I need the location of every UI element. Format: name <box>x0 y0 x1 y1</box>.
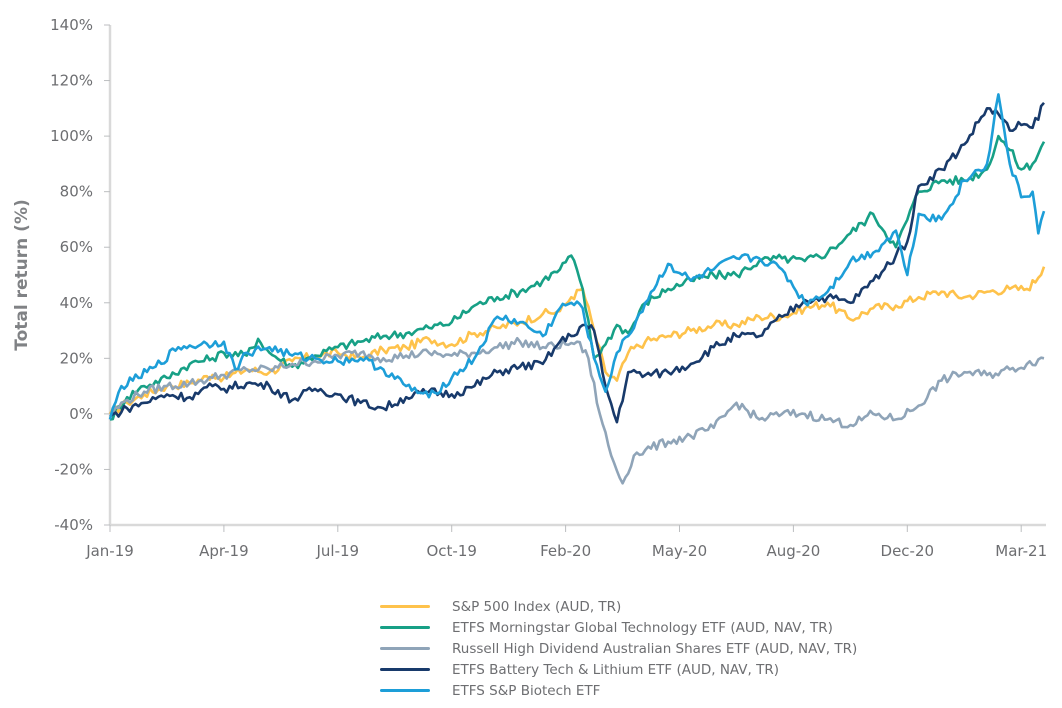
x-tick-labels: Jan-19 Apr-19 Jul-19 Oct-19 Feb-20 May-2… <box>85 542 1047 560</box>
x-tick-label: Jan-19 <box>85 542 134 560</box>
series-line-russell-high-dividend <box>109 336 1045 485</box>
x-tick-label: Mar-21 <box>995 542 1047 560</box>
series-line-sp-biotech <box>108 93 1046 420</box>
y-tick-marks <box>104 24 110 526</box>
legend-swatch <box>380 647 430 650</box>
y-tick-label: -40% <box>54 516 93 534</box>
y-tick-label: 80% <box>60 183 93 201</box>
legend-item: S&P 500 Index (AUD, TR) <box>380 596 857 617</box>
series-line-battery-tech-lithium <box>109 101 1045 424</box>
legend-item: ETFS S&P Biotech ETF <box>380 680 857 701</box>
y-axis-title: Total return (%) <box>12 199 32 350</box>
legend-item: ETFS Morningstar Global Technology ETF (… <box>380 617 857 638</box>
legend-item: Russell High Dividend Australian Shares … <box>380 638 857 659</box>
legend-swatch <box>380 605 430 608</box>
y-tick-label: 60% <box>60 238 93 256</box>
y-tick-label: 20% <box>60 349 93 367</box>
x-tick-label: Apr-19 <box>199 542 249 560</box>
x-tick-label: Jul-19 <box>315 542 359 560</box>
x-tick-label: Feb-20 <box>540 542 591 560</box>
legend-label: ETFS Battery Tech & Lithium ETF (AUD, NA… <box>452 661 780 678</box>
y-tick-label: 0% <box>69 405 93 423</box>
x-tick-marks <box>109 525 1022 532</box>
x-tick-label: May-20 <box>652 542 707 560</box>
legend-label: Russell High Dividend Australian Shares … <box>452 640 858 657</box>
y-tick-label: 100% <box>50 127 93 145</box>
legend-label: S&P 500 Index (AUD, TR) <box>452 598 622 615</box>
legend-swatch <box>380 668 430 671</box>
x-tick-label: Dec-20 <box>881 542 935 560</box>
y-tick-labels: -40% -20% 0% 20% 40% 60% 80% 100% 120% 1… <box>50 16 93 534</box>
series-lines <box>108 93 1046 485</box>
legend-item: ETFS Battery Tech & Lithium ETF (AUD, NA… <box>380 659 857 680</box>
series-line-sp500 <box>108 266 1046 415</box>
y-tick-label: 140% <box>50 16 93 34</box>
legend-swatch <box>380 689 430 692</box>
y-tick-label: -20% <box>54 460 93 478</box>
x-tick-label: Aug-20 <box>767 542 821 560</box>
x-tick-label: Oct-19 <box>426 542 476 560</box>
legend-label: ETFS Morningstar Global Technology ETF (… <box>452 619 833 636</box>
legend-label: ETFS S&P Biotech ETF <box>452 682 601 699</box>
series-line-morningstar-tech <box>109 134 1046 421</box>
chart-legend: S&P 500 Index (AUD, TR) ETFS Morningstar… <box>380 596 857 701</box>
y-tick-label: 40% <box>60 294 93 312</box>
legend-swatch <box>380 626 430 629</box>
line-chart: -40% -20% 0% 20% 40% 60% 80% 100% 120% 1… <box>12 16 1047 560</box>
y-tick-label: 120% <box>50 72 93 90</box>
